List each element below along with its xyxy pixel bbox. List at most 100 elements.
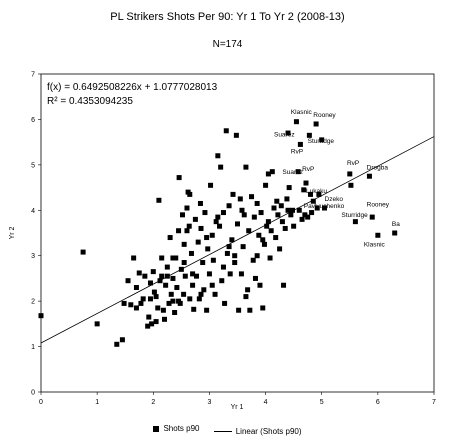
data-point — [230, 191, 236, 197]
data-point — [38, 313, 44, 319]
data-point — [215, 214, 221, 220]
data-point — [156, 197, 162, 203]
point-annotation: Sturridge — [308, 138, 335, 145]
data-point — [163, 282, 169, 288]
data-point — [303, 180, 309, 186]
data-point — [310, 198, 316, 204]
data-point — [257, 282, 263, 288]
data-point — [319, 137, 325, 143]
y-tick-label: 3 — [31, 253, 35, 260]
data-point — [296, 207, 302, 213]
plot-area — [40, 73, 435, 393]
data-point — [179, 212, 185, 218]
data-point — [138, 300, 144, 306]
point-annotation: Klasnic — [364, 242, 386, 249]
data-point — [167, 235, 173, 241]
data-point — [188, 250, 194, 256]
data-point — [224, 250, 230, 256]
data-point — [314, 205, 320, 211]
data-point — [264, 223, 270, 229]
data-point — [275, 212, 281, 218]
data-point — [226, 244, 232, 250]
data-point — [170, 255, 176, 261]
data-point — [238, 271, 244, 277]
data-point — [119, 337, 125, 343]
data-point — [237, 196, 243, 202]
data-point — [278, 203, 284, 209]
data-point — [375, 232, 381, 238]
point-annotation: Suarez — [274, 132, 295, 139]
data-point — [269, 169, 275, 175]
data-point — [247, 307, 253, 313]
data-point — [173, 255, 179, 261]
data-point — [176, 175, 182, 181]
data-point — [243, 294, 249, 300]
data-point — [254, 253, 260, 259]
data-point — [316, 191, 322, 197]
data-point — [369, 214, 375, 220]
data-point — [159, 273, 165, 279]
data-point — [271, 205, 277, 211]
data-point — [218, 164, 224, 170]
data-point — [301, 187, 307, 193]
data-point — [147, 296, 153, 302]
point-annotation: RvP — [302, 166, 314, 173]
point-annotation: Sturridge — [341, 212, 368, 219]
data-point — [299, 216, 305, 222]
data-point — [306, 132, 312, 138]
data-point — [194, 273, 200, 279]
data-point — [352, 219, 358, 225]
point-annotation: Suarez — [282, 169, 303, 176]
data-point — [291, 223, 297, 229]
line-marker-icon — [213, 430, 232, 432]
data-point — [153, 294, 159, 300]
data-point — [239, 207, 245, 213]
data-point — [204, 307, 210, 313]
point-annotation: Pavlyuchenko — [304, 203, 345, 210]
data-point — [281, 282, 287, 288]
data-point — [182, 273, 188, 279]
data-point — [206, 271, 212, 277]
data-point — [235, 221, 240, 227]
data-point — [249, 194, 255, 200]
data-point — [279, 219, 285, 225]
data-point — [277, 246, 283, 252]
data-point — [168, 291, 174, 297]
data-point — [197, 200, 203, 206]
data-point — [258, 210, 264, 216]
point-annotation: Dzeko — [325, 196, 344, 203]
data-point — [286, 185, 292, 191]
data-point — [246, 228, 252, 234]
data-point — [313, 121, 319, 127]
data-point — [202, 210, 208, 216]
data-point — [153, 319, 159, 325]
x-axis-label: Yr 1 — [231, 404, 244, 411]
y-axis-label: Yr 2 — [9, 226, 16, 239]
data-point — [174, 285, 180, 291]
data-point — [201, 287, 207, 293]
data-point — [392, 230, 398, 236]
data-point — [94, 321, 100, 327]
data-point — [155, 305, 161, 311]
data-point — [176, 228, 182, 234]
data-point — [267, 255, 273, 261]
data-point — [240, 244, 246, 250]
x-tick-label: 6 — [376, 399, 380, 406]
data-point — [181, 291, 187, 297]
x-tick-label: 0 — [39, 399, 43, 406]
data-point — [208, 182, 214, 188]
data-point — [347, 171, 353, 177]
data-point — [226, 203, 232, 209]
data-point — [229, 237, 235, 243]
data-point — [186, 223, 192, 229]
data-point — [243, 164, 249, 170]
legend-item-points: Shots p90 — [153, 424, 199, 433]
data-point — [151, 289, 157, 295]
data-point — [213, 219, 219, 225]
data-point — [125, 278, 131, 284]
legend: Shots p90 Linear (Shots p90) — [0, 424, 455, 436]
data-point — [285, 207, 291, 213]
legend-label-trendline: Linear (Shots p90) — [235, 426, 302, 436]
trendline — [40, 136, 435, 344]
